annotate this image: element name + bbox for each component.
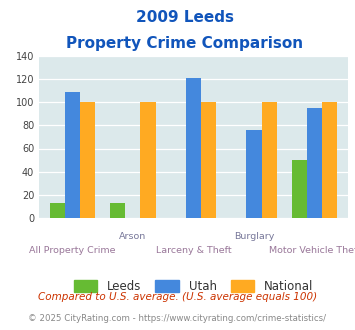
Text: Property Crime Comparison: Property Crime Comparison: [66, 36, 303, 51]
Bar: [201, 102, 216, 218]
Bar: [307, 108, 322, 218]
Bar: [110, 203, 125, 218]
Bar: [65, 92, 80, 218]
Text: All Property Crime: All Property Crime: [29, 246, 116, 254]
Bar: [246, 130, 262, 218]
Bar: [292, 160, 307, 218]
Bar: [262, 102, 277, 218]
Text: Larceny & Theft: Larceny & Theft: [155, 246, 231, 254]
Bar: [50, 203, 65, 218]
Text: © 2025 CityRating.com - https://www.cityrating.com/crime-statistics/: © 2025 CityRating.com - https://www.city…: [28, 314, 327, 323]
Bar: [322, 102, 337, 218]
Text: 2009 Leeds: 2009 Leeds: [136, 10, 234, 25]
Bar: [80, 102, 95, 218]
Text: Compared to U.S. average. (U.S. average equals 100): Compared to U.S. average. (U.S. average …: [38, 292, 317, 302]
Text: Burglary: Burglary: [234, 232, 274, 241]
Text: Motor Vehicle Theft: Motor Vehicle Theft: [269, 246, 355, 254]
Bar: [141, 102, 155, 218]
Legend: Leeds, Utah, National: Leeds, Utah, National: [74, 280, 313, 293]
Text: Arson: Arson: [119, 232, 147, 241]
Bar: [186, 78, 201, 218]
